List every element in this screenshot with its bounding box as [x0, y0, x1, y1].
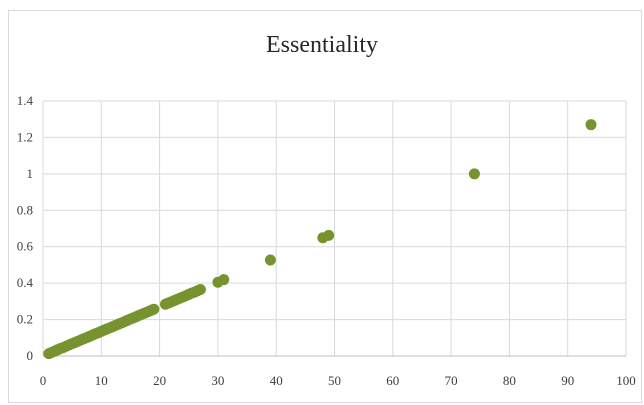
- data-point: [148, 303, 160, 315]
- x-tick-label: 50: [328, 373, 341, 388]
- chart-frame: [8, 10, 642, 403]
- x-tick-label: 100: [616, 373, 636, 388]
- y-tick-label: 0.2: [17, 312, 33, 327]
- y-tick-label: 1: [27, 166, 34, 181]
- x-tick-label: 10: [95, 373, 108, 388]
- x-tick-label: 80: [503, 373, 516, 388]
- data-point: [323, 229, 335, 241]
- x-tick-label: 20: [153, 373, 166, 388]
- x-tick-label: 70: [445, 373, 458, 388]
- x-tick-label: 90: [561, 373, 574, 388]
- chart-title: Essentiality: [266, 32, 378, 58]
- y-tick-label: 0.6: [17, 239, 34, 254]
- data-point: [218, 274, 230, 286]
- x-tick-label: 30: [211, 373, 224, 388]
- y-tick-label: 1.4: [17, 93, 34, 108]
- data-point: [585, 119, 597, 131]
- x-tick-label: 60: [386, 373, 399, 388]
- y-tick-label: 0.4: [17, 275, 34, 290]
- data-point: [264, 254, 276, 266]
- data-point: [194, 284, 206, 296]
- x-tick-label: 40: [270, 373, 283, 388]
- x-tick-label: 0: [40, 373, 47, 388]
- y-tick-label: 1.2: [17, 129, 33, 144]
- y-tick-label: 0.8: [17, 202, 33, 217]
- data-point: [468, 168, 480, 180]
- y-tick-label: 0: [27, 348, 34, 363]
